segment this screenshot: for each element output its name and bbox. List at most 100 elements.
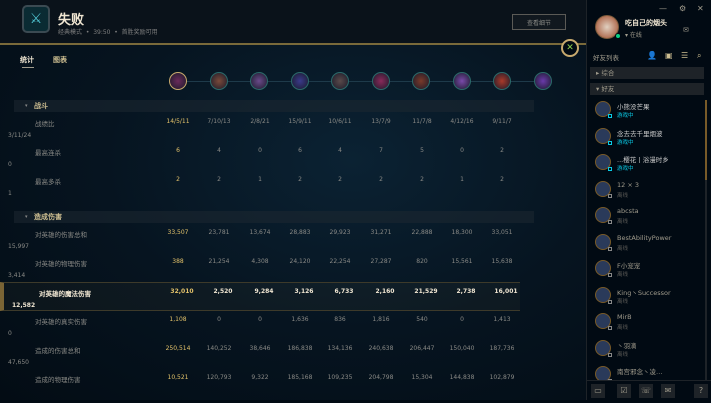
stat-value: 47,650 [8,359,29,366]
stat-value: 0 [258,147,262,154]
stat-value: 0 [258,316,262,323]
scrollbar-thumb[interactable] [705,100,707,180]
friend-name: MirB [617,313,632,321]
status-icon [608,220,612,224]
friend-item[interactable]: F小宠宠 离线 [587,258,707,284]
stat-value: 31,271 [370,229,392,236]
minimize-icon[interactable]: — [659,4,667,13]
friend-avatar [595,207,611,223]
group-general[interactable]: ▸ 综合 [590,67,704,79]
stat-value: 109,235 [327,374,353,381]
section-title: 战斗 [34,102,48,110]
close-button[interactable]: ✕ [561,39,579,57]
stat-value: 1,108 [169,316,187,323]
friend-item[interactable]: King丶Successor 离线 [587,285,707,311]
friend-item[interactable]: 念去去千里烟波 游戏中 [587,126,707,152]
stat-row: 对英雄的真实伤害 1,108 0 0 1,636 836 1,816 540 0 1,413 0 [0,316,520,345]
stat-value: 0 [460,147,464,154]
match-duration: 39:50 [93,29,111,36]
section-header[interactable]: ▾ 战斗 [14,100,534,112]
help-icon[interactable]: ? [694,384,708,398]
champion-portrait[interactable] [493,72,511,90]
stat-value: 144,838 [449,374,475,381]
champion-portrait[interactable] [533,72,552,90]
match-subtitle: 经典模式 • 39:50 • 首胜奖励可用 [58,29,158,36]
stat-label: 造成的物理伤害 [35,376,81,384]
status-icon [608,273,612,277]
stat-value: 0 [217,316,221,323]
stat-label: 最高多杀 [35,178,61,186]
champion-portrait[interactable] [452,72,471,90]
champion-portrait[interactable] [250,72,268,90]
match-header: ⚔ 失败 经典模式 • 39:50 • 首胜奖励可用 查看细节 [0,0,586,43]
user-status[interactable]: ▾ 在线 [625,32,642,39]
stat-value: 24,120 [289,258,311,265]
stat-value: 250,514 [165,345,191,352]
close-icon[interactable]: ✕ [697,4,704,13]
stat-value: 2 [500,176,504,183]
champion-portrait[interactable] [371,72,390,90]
list-icon[interactable]: ☰ [681,51,689,60]
scrollbar[interactable] [705,100,707,380]
stat-value: 33,507 [167,229,189,236]
chat-icon[interactable]: ▭ [591,384,605,398]
friend-item[interactable]: MirB 离线 [587,311,707,337]
stat-value: 134,136 [327,345,353,352]
stat-value: 7/10/13 [207,118,231,125]
stat-value: 2,160 [375,288,395,295]
view-details-button[interactable]: 查看细节 [512,14,566,30]
add-folder-icon[interactable]: ▣ [665,51,673,60]
search-icon[interactable]: ⌕ [697,51,702,60]
stat-row: 对英雄的魔法伤害 32,010 2,520 9,284 3,126 6,733 2,160 2… [0,282,520,311]
status-icon [608,193,612,198]
collapse-icon: ▾ [25,103,28,109]
stat-value: 150,040 [449,345,475,352]
stat-value: 21,254 [208,258,230,265]
status-icon [608,352,612,357]
stat-value: 2 [217,176,221,183]
add-friend-icon[interactable]: 👤 [647,51,657,60]
stat-value: 7 [379,147,383,154]
stat-value: 4/12/16 [450,118,474,125]
stat-value: 187,736 [489,345,515,352]
divider [187,81,547,82]
tab-stats[interactable]: 统计 [20,56,34,68]
stat-value: 2,738 [456,288,476,295]
stat-value: 9,284 [254,288,274,295]
voice-icon[interactable]: ☏ [639,384,653,398]
champion-portrait[interactable] [209,72,228,90]
friend-avatar [595,154,611,170]
champion-portrait[interactable] [290,72,309,90]
friend-status: 游戏中 [617,166,634,172]
friend-name: 丶羽滴 [617,341,637,350]
section-header[interactable]: ▾ 造成伤害 [14,211,534,223]
mail-icon[interactable]: ✉ [683,26,689,34]
stat-row: 对英雄的物理伤害 388 21,254 4,308 24,120 22,254 27,287… [0,258,520,287]
inbox-icon[interactable]: ✉ [661,384,675,398]
stat-value: 2 [176,176,180,183]
friend-item[interactable]: 小熊没芒果 游戏中 [587,99,707,125]
friend-item[interactable]: abcsta 离线 [587,205,707,231]
friend-item[interactable]: BestAbilityPower 离线 [587,232,707,258]
stat-row: 造成的伤害总和 250,514 140,252 38,646 186,838 134,13… [0,345,520,374]
missions-icon[interactable]: ☑ [617,384,631,398]
stat-value: 29,923 [329,229,351,236]
gear-icon[interactable]: ⚙ [679,4,687,13]
stat-value: 28,883 [289,229,311,236]
champion-portrait[interactable] [331,72,349,90]
friend-item[interactable]: ...樱花丨浴漫时乡 游戏中 [587,152,707,178]
champion-portrait[interactable] [412,72,430,90]
stat-value: 1,816 [372,316,390,323]
champion-portrait[interactable] [169,72,187,90]
friend-name: 小熊没芒果 [617,103,650,111]
stat-value: 6 [176,147,180,154]
friend-item[interactable]: 丶羽滴 离线 [587,338,707,364]
friend-avatar [595,313,611,329]
stat-value: 6,733 [334,288,354,295]
stat-value: 33,051 [491,229,513,236]
tab-graphs[interactable]: 图表 [53,56,67,64]
group-friends[interactable]: ▾ 好友 [590,83,704,95]
stat-value: 0 [8,330,12,337]
stat-value: 2,520 [213,288,233,295]
friend-item[interactable]: 12 × 3 离线 [587,179,707,205]
